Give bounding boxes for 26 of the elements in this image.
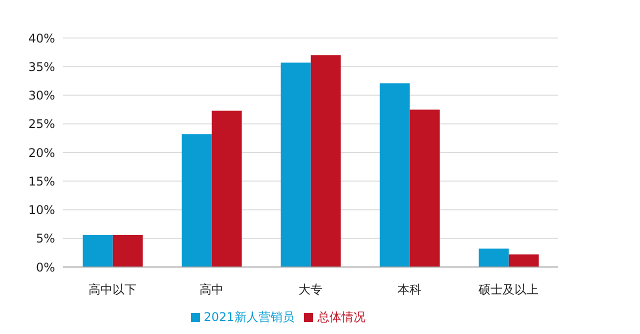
x-tick-label: 本科 — [398, 282, 422, 297]
y-tick-label: 10% — [28, 203, 55, 218]
y-tick-label: 25% — [28, 117, 55, 132]
bar — [82, 234, 113, 267]
bar — [380, 83, 410, 267]
legend-label: 2021新人营销员 — [204, 310, 294, 324]
legend-label: 总体情况 — [317, 310, 366, 324]
y-tick-label: 35% — [28, 60, 55, 74]
y-tick-label: 40% — [28, 31, 55, 46]
y-tick-label: 15% — [28, 174, 55, 188]
y-tick-label: 30% — [28, 88, 55, 103]
bar — [478, 248, 509, 267]
bar — [410, 110, 440, 267]
bar — [280, 62, 311, 267]
bar — [212, 110, 242, 267]
x-tick-label: 硕士及以上 — [478, 282, 538, 297]
bar — [310, 55, 341, 267]
y-tick-label: 20% — [28, 146, 55, 160]
bar — [182, 134, 212, 267]
bar — [112, 234, 143, 267]
x-tick-label: 大专 — [298, 282, 322, 297]
bar — [508, 254, 539, 267]
y-tick-label: 5% — [36, 232, 55, 246]
x-tick-label: 高中以下 — [88, 282, 136, 297]
y-tick-label: 0% — [36, 260, 55, 274]
x-tick-label: 高中 — [200, 282, 224, 297]
